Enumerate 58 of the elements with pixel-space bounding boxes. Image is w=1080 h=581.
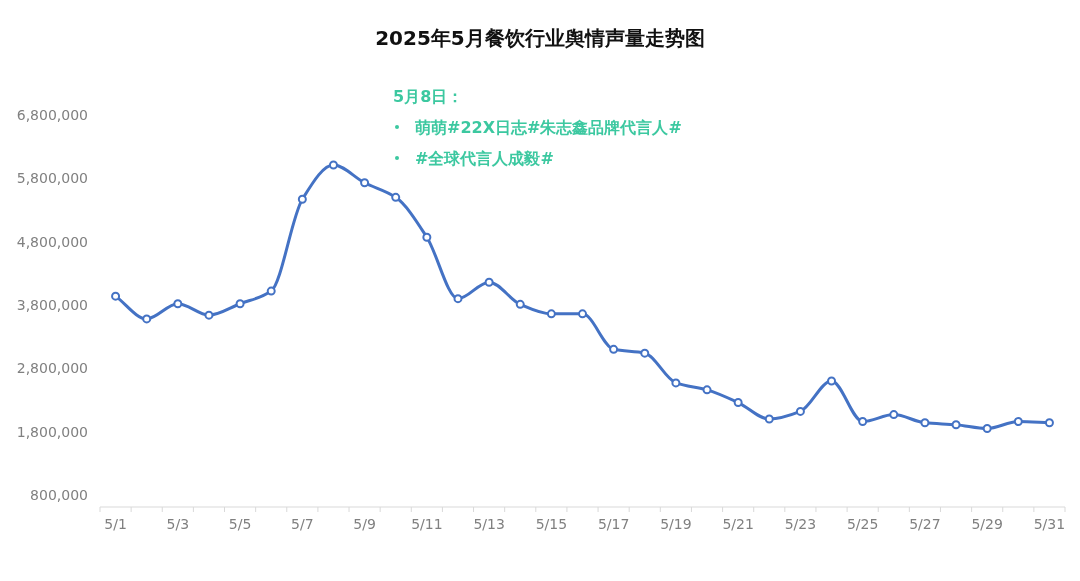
annotation: #全球代言人成毅# <box>415 149 554 168</box>
point <box>858 417 868 427</box>
annotation: 萌萌#22X日志#朱志鑫品牌代言人# <box>414 118 682 137</box>
point <box>515 299 525 309</box>
x-tick-label: 5/19 <box>660 516 692 532</box>
y-tick-label: 3,800,000 <box>16 297 88 313</box>
x-tick-label: 5/27 <box>909 516 941 532</box>
point <box>453 294 463 304</box>
point <box>391 192 401 202</box>
point <box>360 178 370 188</box>
y-tick-label: 4,800,000 <box>16 233 88 250</box>
x-tick-label: 5/5 <box>228 516 252 532</box>
x-tick-label: 5/23 <box>784 516 817 532</box>
point <box>422 232 432 242</box>
point <box>764 414 774 424</box>
y-tick-label: 800,000 <box>30 487 88 503</box>
x-tick-label: 5/17 <box>597 516 630 532</box>
point <box>889 410 899 420</box>
chart-title: 2025年5月餐饮行业舆情声量走势图 <box>375 26 705 50</box>
y-tick-label: 6,800,000 <box>16 107 88 123</box>
point <box>1044 418 1054 428</box>
point <box>609 344 619 354</box>
y-tick-label: 1,800,000 <box>16 423 88 440</box>
x-tick-label: 5/9 <box>353 516 376 532</box>
x-tick-label: 5/1 <box>104 516 127 532</box>
point <box>702 385 712 395</box>
point <box>266 286 276 296</box>
point <box>795 406 805 416</box>
x-tick-label: 5/3 <box>166 516 190 532</box>
point <box>982 424 992 433</box>
point <box>204 310 214 320</box>
point <box>827 376 837 386</box>
point <box>640 348 650 358</box>
x-tick-label: 5/7 <box>291 516 314 532</box>
text: 5月8日： <box>393 87 464 106</box>
point <box>111 291 121 301</box>
point <box>920 418 930 428</box>
y-tick-label: 5,800,000 <box>16 170 88 187</box>
y-tick-label: 2,800,000 <box>16 360 88 377</box>
point <box>733 398 743 408</box>
point <box>671 378 681 388</box>
x-tick-label: 5/25 <box>846 516 879 532</box>
point <box>142 314 152 324</box>
x-tick-label: 5/11 <box>411 516 443 532</box>
point <box>951 420 961 430</box>
x-tick-label: 5/29 <box>971 516 1003 532</box>
point <box>546 309 556 319</box>
x-tick-label: 5/21 <box>722 516 754 532</box>
point <box>297 194 307 204</box>
x-tick-label: 5/15 <box>535 516 568 532</box>
point <box>328 160 338 170</box>
x-tick-label: 5/31 <box>1033 516 1066 532</box>
point <box>235 299 245 309</box>
point <box>578 309 587 319</box>
point <box>173 299 183 309</box>
point <box>1013 417 1023 427</box>
x-tick-label: 5/13 <box>473 516 505 532</box>
point <box>484 277 494 287</box>
